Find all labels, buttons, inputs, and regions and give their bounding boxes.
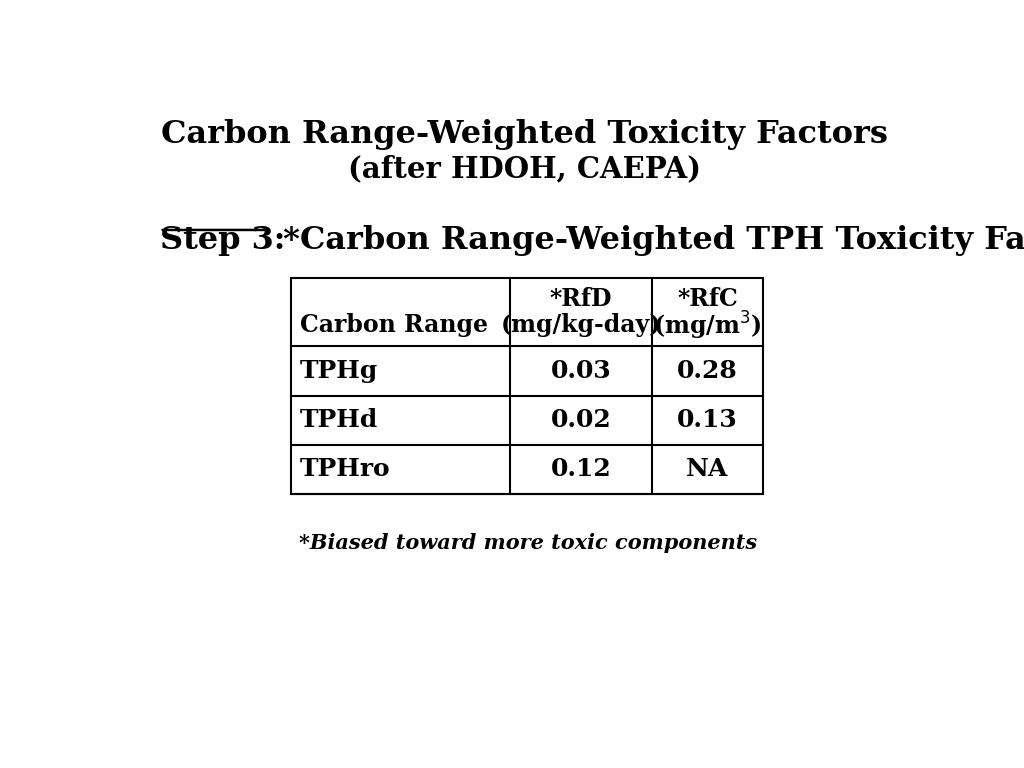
Text: (mg/kg-day): (mg/kg-day) [501,313,662,337]
Text: (after HDOH, CAEPA): (after HDOH, CAEPA) [348,154,701,184]
Text: 0.03: 0.03 [551,359,611,383]
Text: TPHd: TPHd [300,408,379,432]
Text: *RfD: *RfD [550,287,612,312]
Text: *Carbon Range-Weighted TPH Toxicity Factors: *Carbon Range-Weighted TPH Toxicity Fact… [272,225,1024,257]
Text: 0.28: 0.28 [677,359,737,383]
Text: TPHg: TPHg [300,359,379,383]
Text: 0.13: 0.13 [677,408,737,432]
Text: *Biased toward more toxic components: *Biased toward more toxic components [299,533,757,553]
Text: Carbon Range: Carbon Range [300,313,488,337]
Text: NA: NA [686,457,729,481]
Text: Step 3:: Step 3: [160,225,286,257]
Text: 0.12: 0.12 [551,457,611,481]
Text: Carbon Range-Weighted Toxicity Factors: Carbon Range-Weighted Toxicity Factors [162,119,888,150]
Text: TPHro: TPHro [300,457,391,481]
Text: (mg/m$^3$): (mg/m$^3$) [653,310,762,342]
Text: *RfC: *RfC [677,287,737,312]
Text: 0.02: 0.02 [551,408,611,432]
